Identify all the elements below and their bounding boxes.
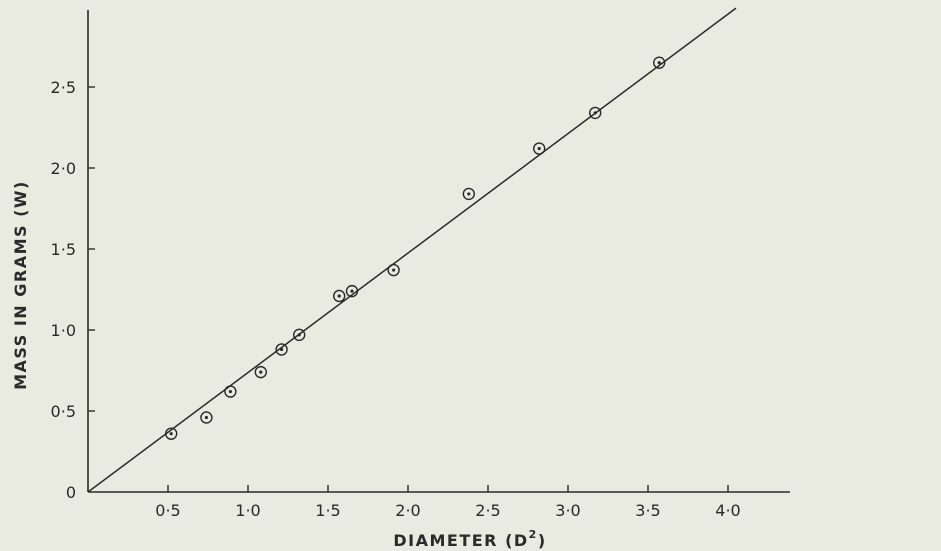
data-point-ring [387,263,400,277]
data-point [333,289,346,303]
y-ticks: 0 0·5 1·0 1·5 2·0 2·5 [51,78,95,502]
data-point [462,187,475,201]
y-tick-label: 1·0 [51,321,76,340]
data-point-ring [254,365,267,379]
x-tick-label: 1·5 [315,501,340,520]
data-point [533,142,546,155]
y-tick-label: 0·5 [51,402,76,421]
x-tick-label: 3·5 [635,501,660,520]
data-point-ring [653,56,666,69]
data-point-ring [533,142,546,155]
data-point-dot [350,289,354,293]
data-point-dot [537,146,541,151]
x-tick-label: 0·5 [155,501,180,520]
data-point-dot [593,111,597,115]
y-tick-label: 2·0 [51,159,76,178]
fit-line-group [87,7,737,493]
x-ticks: 0·5 1·0 1·5 2·0 2·5 3·0 3·5 4·0 [155,485,741,520]
fit-line [87,7,737,493]
data-point [275,343,288,356]
y-tick-label: 1·5 [51,240,76,259]
data-point [224,385,237,398]
data-point [164,427,178,440]
data-point-ring [345,284,359,298]
data-point-dot [392,268,396,272]
data-point-ring [333,289,346,303]
data-point [293,328,306,342]
x-tick-label: 2·0 [395,501,420,520]
data-point-ring [589,106,602,120]
data-point-dot [337,294,341,298]
data-point-dot [228,389,232,394]
data-point-dot [169,432,173,436]
data-point-dot [467,192,471,196]
data-point-dot [259,370,263,374]
x-tick-label: 2·5 [475,501,500,520]
data-points [164,56,666,440]
y-axis-title: MASS IN GRAMS (W) [11,180,30,390]
data-point-ring [293,328,306,342]
data-point [653,56,666,69]
y-tick-label: 2·5 [51,78,76,97]
data-point-ring [224,385,237,398]
axes [87,10,790,493]
y-tick-label: 0 [66,483,76,502]
data-point-ring [462,187,475,201]
x-tick-label: 4·0 [715,501,740,520]
data-point-ring [275,343,288,356]
data-point [254,365,267,379]
x-tick-label: 3·0 [555,501,580,520]
data-point [200,411,213,424]
data-point [589,106,602,120]
data-point-dot [204,415,208,420]
data-point [387,263,400,277]
data-point-ring [200,411,213,424]
data-point-dot [297,333,301,337]
data-point-dot [657,61,661,65]
x-axis-title: DIAMETER (D2) [393,528,546,550]
data-point-dot [280,347,284,352]
x-tick-label: 1·0 [235,501,260,520]
data-point-ring [164,427,178,440]
data-point [345,284,359,298]
